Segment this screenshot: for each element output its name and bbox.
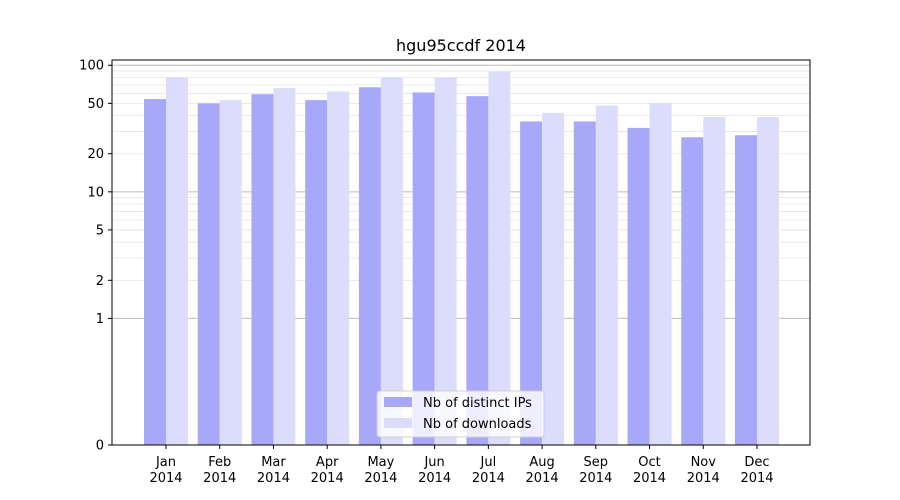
x-tick-label: Mar 2014 bbox=[257, 455, 290, 486]
bar-distinct-ips bbox=[573, 121, 596, 445]
bars bbox=[144, 71, 779, 446]
bar-downloads bbox=[327, 91, 350, 445]
bar-distinct-ips bbox=[144, 99, 166, 445]
x-tick-label: Sep 2014 bbox=[579, 455, 612, 486]
bar-downloads bbox=[273, 88, 296, 445]
bar-downloads bbox=[380, 77, 403, 445]
x-tick-label: May 2014 bbox=[364, 455, 397, 486]
y-tick-label: 0 bbox=[96, 439, 104, 454]
plot-area-frame bbox=[111, 59, 811, 446]
bar-distinct-ips bbox=[412, 92, 435, 446]
bar-distinct-ips bbox=[197, 103, 220, 445]
legend-label: Nb of downloads bbox=[423, 417, 532, 432]
bar-distinct-ips bbox=[305, 100, 328, 445]
y-tick-label: 10 bbox=[87, 185, 104, 200]
y-tick-label: 2 bbox=[96, 274, 104, 289]
chart-title: hgu95ccdf 2014 bbox=[396, 36, 526, 55]
x-tick-label: Dec 2014 bbox=[740, 455, 773, 486]
legend-swatch bbox=[384, 418, 412, 428]
y-tick-label: 1 bbox=[96, 312, 104, 327]
x-tick-label: Jan 2014 bbox=[149, 455, 182, 486]
x-tick-label: Jun 2014 bbox=[418, 455, 451, 486]
bar-downloads bbox=[166, 77, 188, 445]
bar-downloads bbox=[219, 100, 242, 445]
x-axis: Jan 2014 Feb 2014 Mar 2014 Apr 2014 May 2014 Jun 20… bbox=[149, 445, 774, 486]
bar-downloads bbox=[488, 71, 511, 446]
bar-downloads bbox=[703, 117, 726, 446]
bar-distinct-ips bbox=[520, 121, 543, 445]
bar-distinct-ips bbox=[358, 87, 381, 445]
bar-downloads bbox=[757, 117, 779, 446]
x-tick-label: Apr 2014 bbox=[311, 455, 344, 486]
x-tick-label: Jul 2014 bbox=[472, 455, 505, 486]
x-tick-label: Oct 2014 bbox=[633, 455, 666, 486]
y-tick-label: 20 bbox=[87, 147, 104, 162]
x-tick-label: Aug 2014 bbox=[526, 455, 559, 486]
legend-label: Nb of distinct IPs bbox=[423, 396, 532, 411]
y-axis: 0 1 2 5 10 20 50 100 bbox=[79, 59, 112, 454]
y-tick-label: 100 bbox=[79, 59, 104, 74]
legend: Nb of distinct IPs Nb of downloads bbox=[376, 390, 545, 438]
legend-box bbox=[376, 390, 545, 438]
y-tick-label: 50 bbox=[87, 97, 104, 112]
legend-swatch bbox=[384, 397, 412, 407]
bar-distinct-ips bbox=[735, 135, 757, 445]
bar-distinct-ips bbox=[251, 94, 274, 446]
x-tick-label: Nov 2014 bbox=[687, 455, 720, 486]
y-tick-label: 5 bbox=[96, 223, 104, 238]
bar-downloads bbox=[542, 112, 565, 446]
bar-distinct-ips bbox=[681, 137, 704, 446]
bar-downloads bbox=[649, 103, 672, 445]
bar-distinct-ips bbox=[627, 127, 650, 445]
bar-distinct-ips bbox=[466, 96, 489, 446]
bar-downloads bbox=[434, 77, 457, 445]
bar-downloads bbox=[595, 105, 618, 446]
x-tick-label: Feb 2014 bbox=[203, 455, 236, 486]
